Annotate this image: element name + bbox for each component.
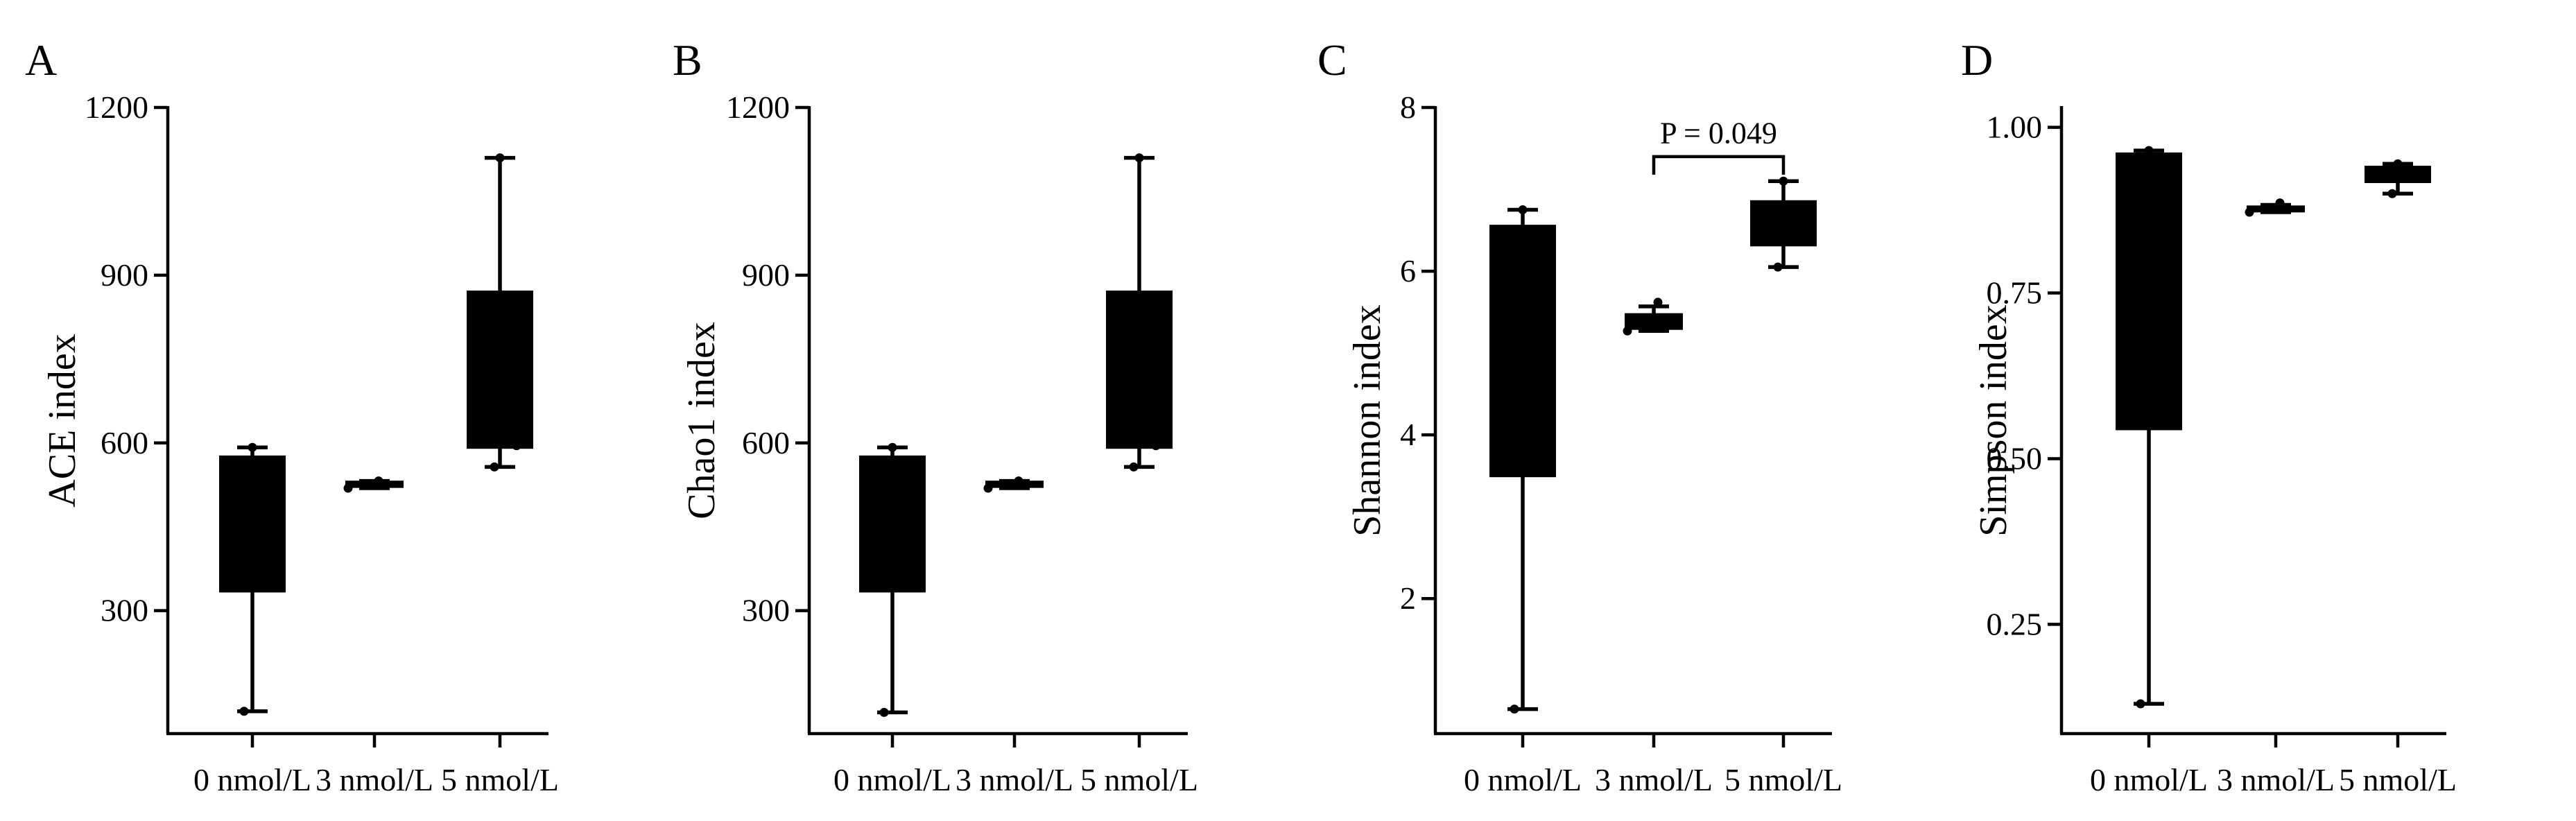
y-tick-label: 0.25 [1987,606,2043,641]
box-3 [1750,179,1817,269]
data-point [374,476,383,486]
box-body [1106,291,1173,449]
panel-label: B [673,35,702,85]
y-tick-label: 900 [101,257,148,293]
data-point [248,442,257,452]
y-tick-label: 6 [1400,253,1416,288]
panel-b: B 300 600 900 1200 0 nmol/L 3 nmol/L 5 nmol/L Ch… [673,35,1198,797]
box-1 [2116,148,2182,706]
box-body [1750,200,1817,247]
y-tick-label: 4 [1400,417,1416,452]
panel-label: C [1317,35,1347,85]
y-axis-title: Chao1 index [680,322,723,519]
data-point [888,442,897,452]
panel-label: A [25,35,57,85]
data-point [983,483,993,493]
data-point [1014,476,1023,486]
data-point [1795,221,1805,231]
x-tick-label: 3 nmol/L [315,762,433,797]
box-1 [1489,207,1556,711]
data-point [239,707,249,716]
significance-label: P = 0.049 [1660,116,1777,150]
y-tick-label: 0.75 [1987,275,2043,311]
y-tick-label: 600 [101,425,148,460]
y-tick-label: 300 [101,593,148,628]
panel-label: D [1961,35,1993,85]
data-point [1134,153,1144,163]
y-tick-label: 8 [1400,89,1416,125]
data-point [2245,207,2254,217]
box-body [1489,225,1556,478]
y-tick-label: 1200 [85,89,148,125]
data-point [2275,198,2285,208]
y-tick-label: 1200 [726,89,790,125]
data-point [2410,170,2419,180]
y-axis-title: Shannon index [1346,304,1389,536]
data-point [1656,317,1666,327]
data-point [1653,297,1663,307]
data-point [512,441,521,451]
box-1 [859,445,926,715]
data-point [274,463,284,473]
x-tick-label: 0 nmol/L [1464,762,1582,797]
y-axis-title: ACE index [41,334,84,507]
y-tick-label: 0.50 [1987,440,2043,476]
y-tick-label: 2 [1400,580,1416,616]
data-point [1151,441,1161,451]
data-point [1510,705,1519,714]
data-point [1129,462,1139,472]
data-point [2136,699,2145,709]
box-3 [1106,155,1173,469]
box-2 [2247,202,2305,214]
data-point [343,483,353,493]
data-point [1544,242,1554,252]
data-point [1518,205,1528,215]
y-tick-label: 1.00 [1987,110,2043,145]
box-body [859,455,926,593]
y-tick-label: 900 [742,257,790,293]
box-body [467,291,533,449]
x-tick-label: 5 nmol/L [2339,762,2457,797]
data-point [495,153,505,163]
data-point [2170,153,2180,162]
data-point [879,707,889,717]
y-axis-title: Simpson index [1972,304,2015,536]
data-point [2393,159,2403,168]
x-tick-label: 0 nmol/L [2090,762,2208,797]
x-tick-label: 0 nmol/L [193,762,311,797]
x-tick-label: 3 nmol/L [2217,762,2335,797]
data-point [490,462,499,472]
data-point [914,463,924,473]
x-tick-label: 3 nmol/L [956,762,1073,797]
x-tick-label: 0 nmol/L [833,762,951,797]
data-point [1773,262,1783,272]
box-2 [1625,304,1683,333]
panel-d: D 0.25 0.50 0.75 1.00 0 nmol/L 3 nmol/L 5 nmol/… [1961,35,2457,797]
data-point [1623,326,1632,336]
data-point [1779,176,1788,186]
box-1 [219,445,286,714]
box-3 [467,155,533,469]
x-tick-label: 5 nmol/L [441,762,559,797]
y-tick-label: 600 [742,425,790,460]
panel-a: A 300 600 900 1200 0 nmol/L 3 nmol/L 5 nmol/L AC… [25,35,559,797]
box-body [219,455,286,593]
data-point [2144,146,2154,155]
data-point [2387,189,2397,198]
significance-bracket [1652,155,1786,175]
box-body [2116,152,2182,431]
panel-c: C 2 4 6 8 0 nmol/L 3 nmol/L 5 nmol/L Shannon ind… [1317,35,1842,797]
y-tick-label: 300 [742,593,790,628]
x-tick-label: 3 nmol/L [1595,762,1713,797]
x-tick-label: 5 nmol/L [1080,762,1198,797]
x-tick-label: 5 nmol/L [1724,762,1842,797]
